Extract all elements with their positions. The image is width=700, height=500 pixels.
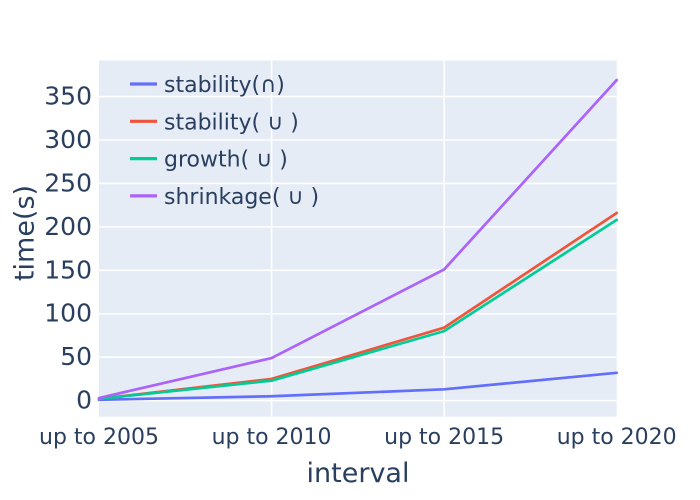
x-tick-label: up to 2015 bbox=[384, 425, 504, 450]
series-line-3 bbox=[97, 78, 619, 400]
y-tick-label: 350 bbox=[44, 82, 92, 111]
x-tick-label: up to 2010 bbox=[212, 425, 332, 450]
x-tick-label: up to 2005 bbox=[39, 425, 159, 450]
legend-item[interactable]: shrinkage( ∪ ) bbox=[130, 185, 319, 210]
legend-label: growth( ∪ ) bbox=[164, 148, 288, 173]
y-tick-label: 0 bbox=[76, 386, 92, 415]
y-tick-label: 200 bbox=[44, 212, 92, 241]
legend-item[interactable]: stability(∩) bbox=[130, 73, 285, 98]
legend-item[interactable]: growth( ∪ ) bbox=[130, 148, 288, 173]
y-tick-label: 150 bbox=[44, 255, 92, 284]
y-tick-label: 300 bbox=[44, 125, 92, 154]
y-tick-label: 50 bbox=[60, 342, 92, 371]
x-tick-label: up to 2020 bbox=[557, 425, 677, 450]
legend-label: shrinkage( ∪ ) bbox=[164, 185, 319, 210]
y-axis-title: time(s) bbox=[9, 184, 41, 282]
y-tick-label: 100 bbox=[44, 299, 92, 328]
legend-item[interactable]: stability( ∪ ) bbox=[130, 110, 299, 135]
series-line-2 bbox=[97, 218, 619, 401]
legend-label: stability( ∪ ) bbox=[164, 110, 299, 135]
series-line-0 bbox=[97, 371, 619, 402]
x-axis-title: interval bbox=[306, 458, 410, 489]
legend-label: stability(∩) bbox=[164, 73, 285, 98]
y-tick-label: 250 bbox=[44, 168, 92, 197]
